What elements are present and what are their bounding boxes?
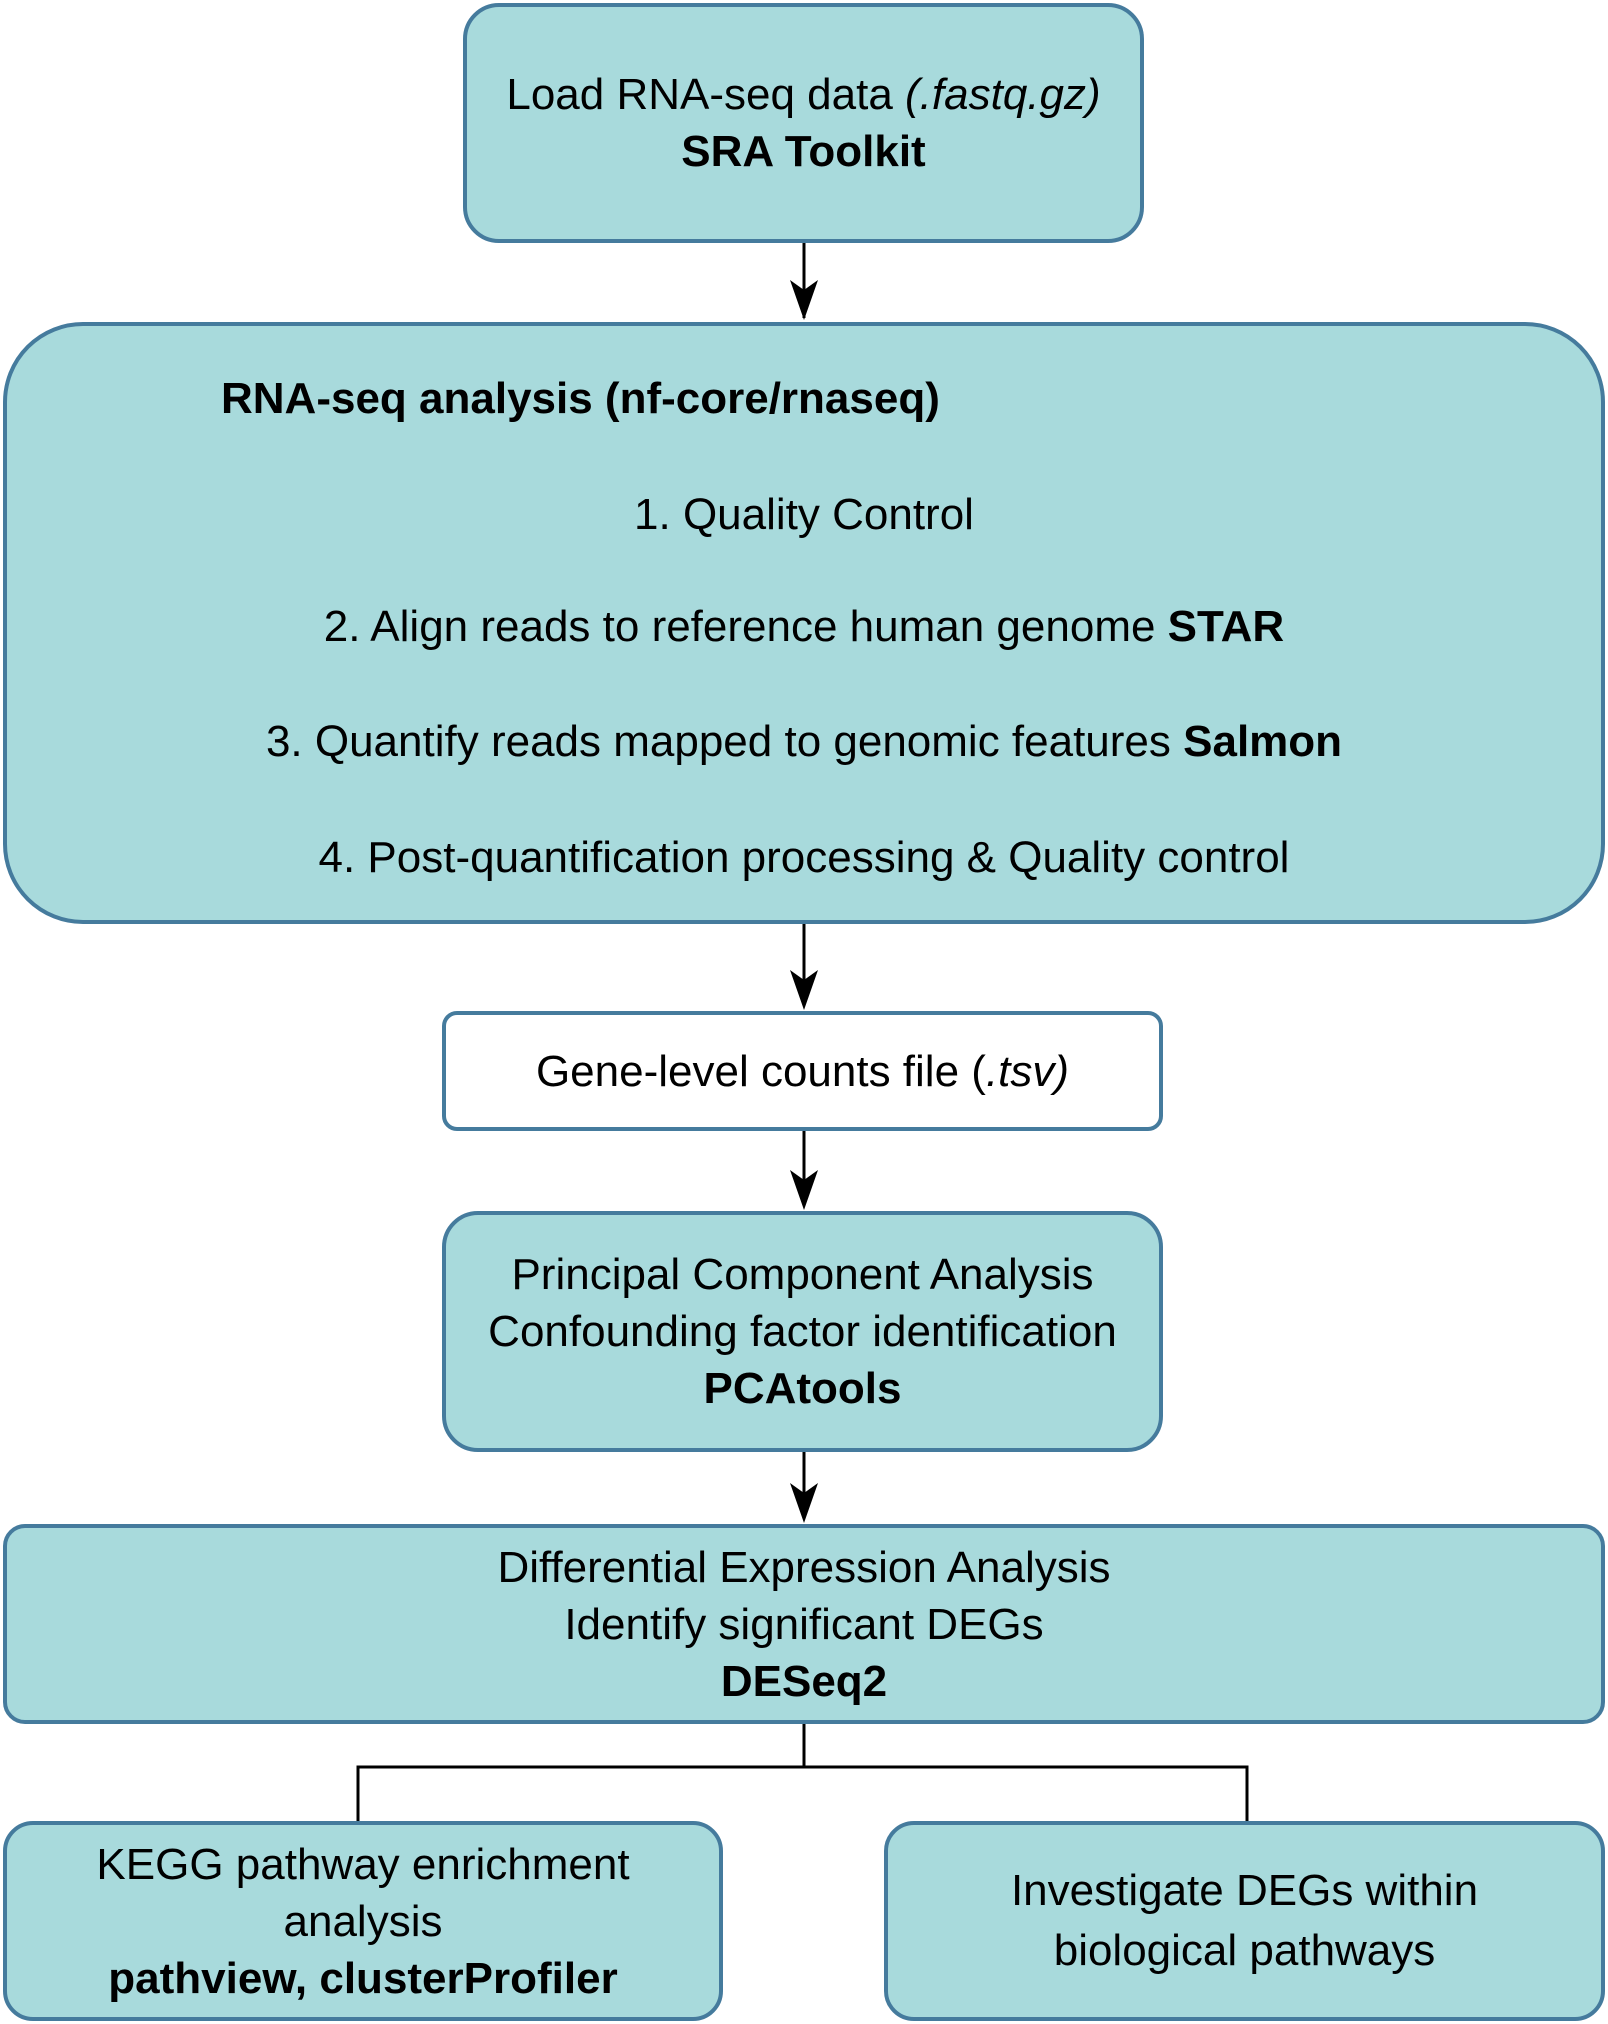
arrowhead — [790, 970, 818, 1010]
investigate-line-1: Investigate DEGs within — [1010, 1866, 1479, 1915]
investigate-line-2: biological pathways — [1053, 1926, 1436, 1975]
pathview-clusterprofiler: pathview, clusterProfiler — [108, 1953, 618, 2003]
rnaseq-title-text: RNA-seq analysis (nf-core/rnaseq) — [221, 374, 940, 423]
deseq-box: Differential Expression Analysis Identif… — [3, 1524, 1605, 1724]
arrowhead — [790, 1483, 818, 1523]
pca-line-1: Principal Component Analysis — [511, 1250, 1094, 1299]
deseq-tool: DESeq2 — [721, 1653, 887, 1710]
deseq-line-1: Differential Expression Analysis — [497, 1542, 1111, 1592]
arrowhead — [790, 280, 818, 320]
bracket-deseq-to-outputs — [356, 1724, 1249, 1821]
star-tool: STAR — [1167, 602, 1285, 651]
rnaseq-analysis-box: RNA-seq analysis (nf-core/rnaseq) 1. Qua… — [3, 322, 1605, 924]
pca-tool: PCAtools — [704, 1360, 902, 1417]
step-2: 2. Align reads to reference human genome… — [7, 599, 1601, 655]
investigate-box: Investigate DEGs within biological pathw… — [884, 1821, 1605, 2021]
load-ext: (.fastq.gz) — [905, 70, 1101, 119]
step-4: 4. Post-quantification processing & Qual… — [318, 833, 1290, 882]
deseq-line-2: Identify significant DEGs — [564, 1599, 1044, 1649]
counts-text: Gene-level counts file (.tsv) — [536, 1043, 1069, 1100]
step-3: 3. Quantify reads mapped to genomic feat… — [7, 714, 1601, 770]
counts-file-box: Gene-level counts file (.tsv) — [442, 1011, 1163, 1131]
load-label: Load RNA-seq data — [506, 70, 906, 119]
deseq2: DESeq2 — [720, 1656, 888, 1706]
counts-ext: .tsv) — [985, 1046, 1070, 1096]
arrowhead — [790, 1170, 818, 1210]
step-3-text: 3. Quantify reads mapped to genomic feat… — [265, 717, 1184, 766]
kegg-tool: pathview, clusterProfiler — [108, 1950, 617, 2007]
salmon-tool: Salmon — [1183, 717, 1343, 766]
kegg-line-2: analysis — [283, 1896, 443, 1946]
load-data-box: Load RNA-seq data (.fastq.gz) SRA Toolki… — [463, 3, 1144, 243]
load-data-text: Load RNA-seq data (.fastq.gz) — [506, 66, 1100, 123]
pca-box: Principal Component Analysis Confounding… — [442, 1211, 1163, 1452]
pcatools: PCAtools — [703, 1364, 902, 1413]
rnaseq-title: RNA-seq analysis (nf-core/rnaseq) — [221, 371, 940, 427]
step-1: 1. Quality Control — [634, 490, 974, 539]
counts-label: Gene-level counts file ( — [535, 1046, 986, 1096]
kegg-line-1: KEGG pathway enrichment — [96, 1839, 630, 1889]
load-tool: SRA Toolkit — [681, 123, 925, 180]
kegg-box: KEGG pathway enrichment analysis pathvie… — [3, 1821, 723, 2021]
pca-line-2: Confounding factor identification — [488, 1307, 1117, 1356]
step-2-text: 2. Align reads to reference human genome — [323, 602, 1168, 651]
sra-toolkit: SRA Toolkit — [681, 127, 926, 176]
